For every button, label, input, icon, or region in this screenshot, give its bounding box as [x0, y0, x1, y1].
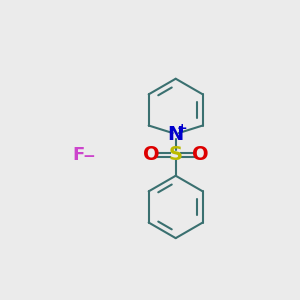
Text: O: O: [192, 146, 208, 164]
Text: −: −: [82, 149, 95, 164]
Text: O: O: [143, 146, 160, 164]
Text: F: F: [73, 146, 85, 164]
Text: +: +: [177, 122, 188, 135]
Text: N: N: [168, 125, 184, 144]
Text: S: S: [169, 146, 183, 164]
